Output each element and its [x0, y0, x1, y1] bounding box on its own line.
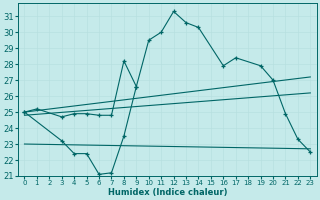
X-axis label: Humidex (Indice chaleur): Humidex (Indice chaleur)	[108, 188, 227, 197]
